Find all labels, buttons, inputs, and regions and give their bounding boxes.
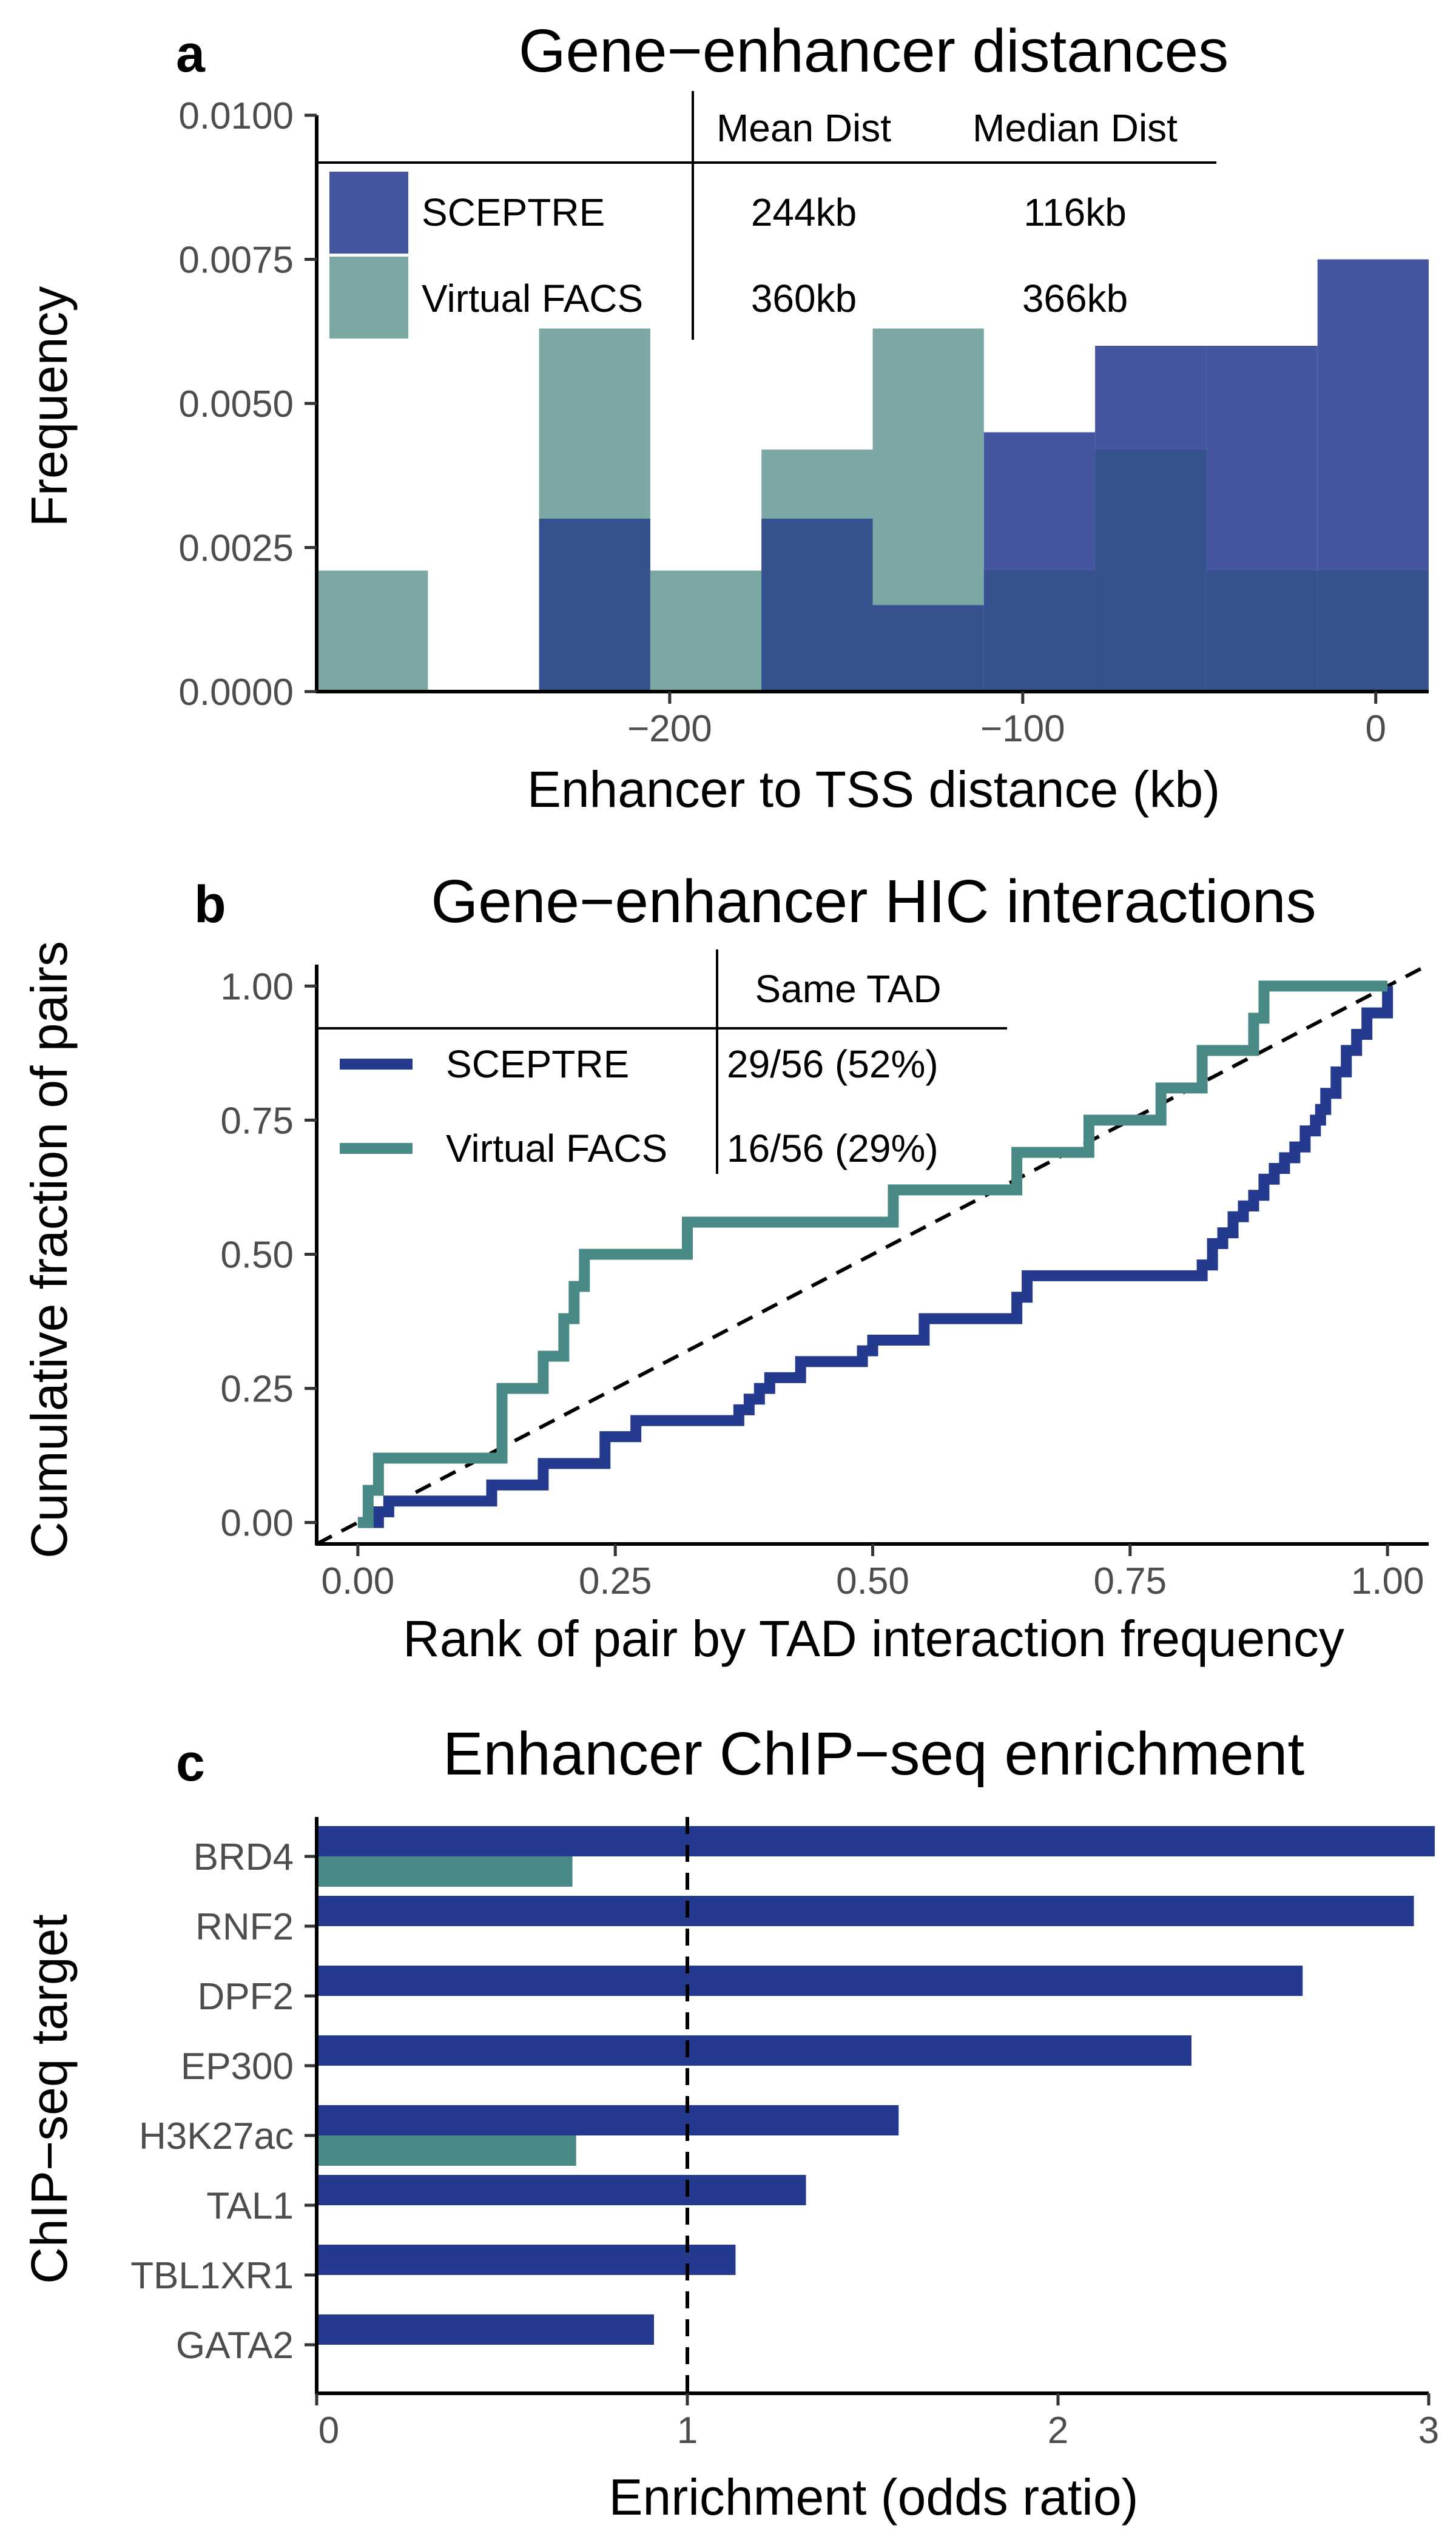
y-tick-label: 0.0100 [178, 95, 294, 137]
y-tick-label: 0.75 [220, 1100, 294, 1142]
panel-c-letter: c [176, 1734, 205, 1792]
panel-c-ylabel: ChIP−seq target [21, 1914, 78, 2283]
x-tick-label: −200 [627, 708, 712, 750]
bar-sceptre-h3k27ac [317, 2105, 899, 2135]
panel-a-axes: 0.0000 0.0025 0.0050 0.0075 0.0100 −200 −100 0 [178, 95, 1429, 750]
panel-b-legend-table: Same TAD SCEPTRE Virtual FACS 29/56 (52%… [318, 949, 1007, 1174]
y-tick-label: BRD4 [194, 1836, 294, 1878]
panel-a-xlabel: Enhancer to TSS distance (kb) [527, 761, 1220, 818]
panel-a: a Gene−enhancer distances 0.00000.00250.… [21, 17, 1429, 818]
legend-value-sceptre: 29/56 (52%) [727, 1042, 939, 1086]
bar-overlap [983, 570, 1096, 692]
x-tick-label: −100 [980, 708, 1065, 750]
panel-b-xlabel: Rank of pair by TAD interaction frequenc… [403, 1610, 1344, 1667]
bar-sceptre-gata2 [317, 2314, 655, 2345]
y-tick-label: 0.00 [220, 1503, 294, 1545]
bar-sceptre-ep300 [317, 2035, 1191, 2066]
panel-c-xlabel: Enrichment (odds ratio) [608, 2469, 1138, 2526]
legend-name-sceptre: SCEPTRE [422, 190, 605, 234]
y-tick-label: GATA2 [176, 2325, 294, 2367]
bar-sceptre-rnf2 [317, 1896, 1414, 1926]
y-tick-label: RNF2 [195, 1906, 294, 1948]
y-tick-label: 0.50 [220, 1235, 294, 1276]
panel-b: b Gene−enhancer HIC interactions 0.00 0.2… [21, 868, 1430, 1667]
legend-name-virtual-facs: Virtual FACS [446, 1127, 667, 1170]
bar-overlap [1095, 450, 1207, 692]
panel-c-axes: BRD4 RNF2 DPF2 EP300 H3K27ac TAL1 TBL1XR1 GATA2… [130, 1817, 1439, 2452]
bar-overlap [1206, 570, 1318, 692]
bar-sceptre-brd4 [317, 1826, 1435, 1856]
legend-name-virtual-facs: Virtual FACS [422, 277, 643, 320]
x-tick-label: 2 [1048, 2410, 1068, 2452]
x-tick-label: 0.00 [322, 1560, 395, 1602]
panel-a-letter: a [176, 25, 206, 83]
legend-value-virtual-facs: 16/56 (29%) [727, 1127, 939, 1170]
x-tick-label: 0.25 [579, 1560, 652, 1602]
panel-a-ylabel: Frequency [21, 286, 78, 527]
x-tick-label: 0.50 [836, 1560, 909, 1602]
y-tick-label: TBL1XR1 [130, 2255, 294, 2297]
legend-header-same-tad: Same TAD [755, 967, 941, 1011]
y-tick-label: H3K27ac [139, 2115, 294, 2157]
panel-b-title: Gene−enhancer HIC interactions [431, 868, 1316, 935]
legend-name-sceptre: SCEPTRE [446, 1042, 629, 1086]
bar-virtual-facs [650, 570, 762, 692]
bar-virtual-facs-h3k27ac [317, 2135, 576, 2166]
y-tick-label: EP300 [181, 2046, 294, 2088]
x-tick-label: 0 [318, 2410, 339, 2452]
panel-b-plot [315, 963, 1430, 1546]
panel-a-bars [317, 259, 1429, 692]
legend-mean-sceptre: 244kb [751, 190, 857, 234]
legend-header-median: Median Dist [972, 106, 1178, 150]
legend-median-virtual-facs: 366kb [1022, 277, 1128, 320]
legend-header-mean: Mean Dist [716, 106, 891, 150]
x-tick-label: 0 [1365, 708, 1386, 750]
x-tick-label: 3 [1418, 2410, 1439, 2452]
y-tick-label: DPF2 [198, 1976, 294, 2018]
x-tick-label: 1 [677, 2410, 698, 2452]
y-tick-label: 1.00 [220, 966, 294, 1008]
x-tick-label: 0.75 [1093, 1560, 1167, 1602]
y-tick-label: 0.25 [220, 1369, 294, 1410]
panel-b-axes: 0.00 0.25 0.50 0.75 1.00 0.00 0.25 0.50 0.75 1.00 [220, 965, 1429, 1602]
bar-virtual-facs [317, 570, 428, 692]
panel-a-legend-table: Mean Dist Median Dist SCEPTRE Virtual FA… [318, 91, 1216, 340]
y-tick-label: 0.0075 [178, 240, 294, 281]
bar-overlap [539, 519, 650, 692]
bar-overlap [1317, 570, 1429, 692]
bar-virtual-facs-brd4 [317, 1856, 573, 1887]
panel-b-letter: b [194, 875, 226, 934]
bar-sceptre-tal1 [317, 2175, 806, 2205]
y-tick-label: 0.0050 [178, 383, 294, 425]
y-tick-label: 0.0000 [178, 672, 294, 713]
y-tick-label: TAL1 [206, 2185, 294, 2227]
panel-a-title: Gene−enhancer distances [519, 17, 1228, 85]
legend-mean-virtual-facs: 360kb [751, 277, 857, 320]
y-tick-label: 0.0025 [178, 528, 294, 570]
panel-b-ylabel: Cumulative fraction of pairs [21, 941, 78, 1559]
bar-overlap [761, 519, 873, 692]
legend-key-virtual-facs [329, 257, 408, 339]
panel-c-title: Enhancer ChIP−seq enrichment [443, 1720, 1304, 1788]
bar-sceptre-dpf2 [317, 1966, 1303, 1996]
bar-overlap [872, 605, 984, 692]
panel-c-plot [317, 1817, 1435, 2393]
x-tick-label: 1.00 [1351, 1560, 1424, 1602]
line-sceptre [357, 986, 1394, 1528]
line-virtual-facs [357, 980, 1388, 1528]
legend-key-sceptre [329, 172, 408, 254]
panel-c: c Enhancer ChIP−seq enrichment BRD4 RNF2 D… [21, 1720, 1439, 2526]
legend-median-sceptre: 116kb [1023, 190, 1127, 234]
bar-sceptre-tbl1xr1 [317, 2245, 736, 2275]
